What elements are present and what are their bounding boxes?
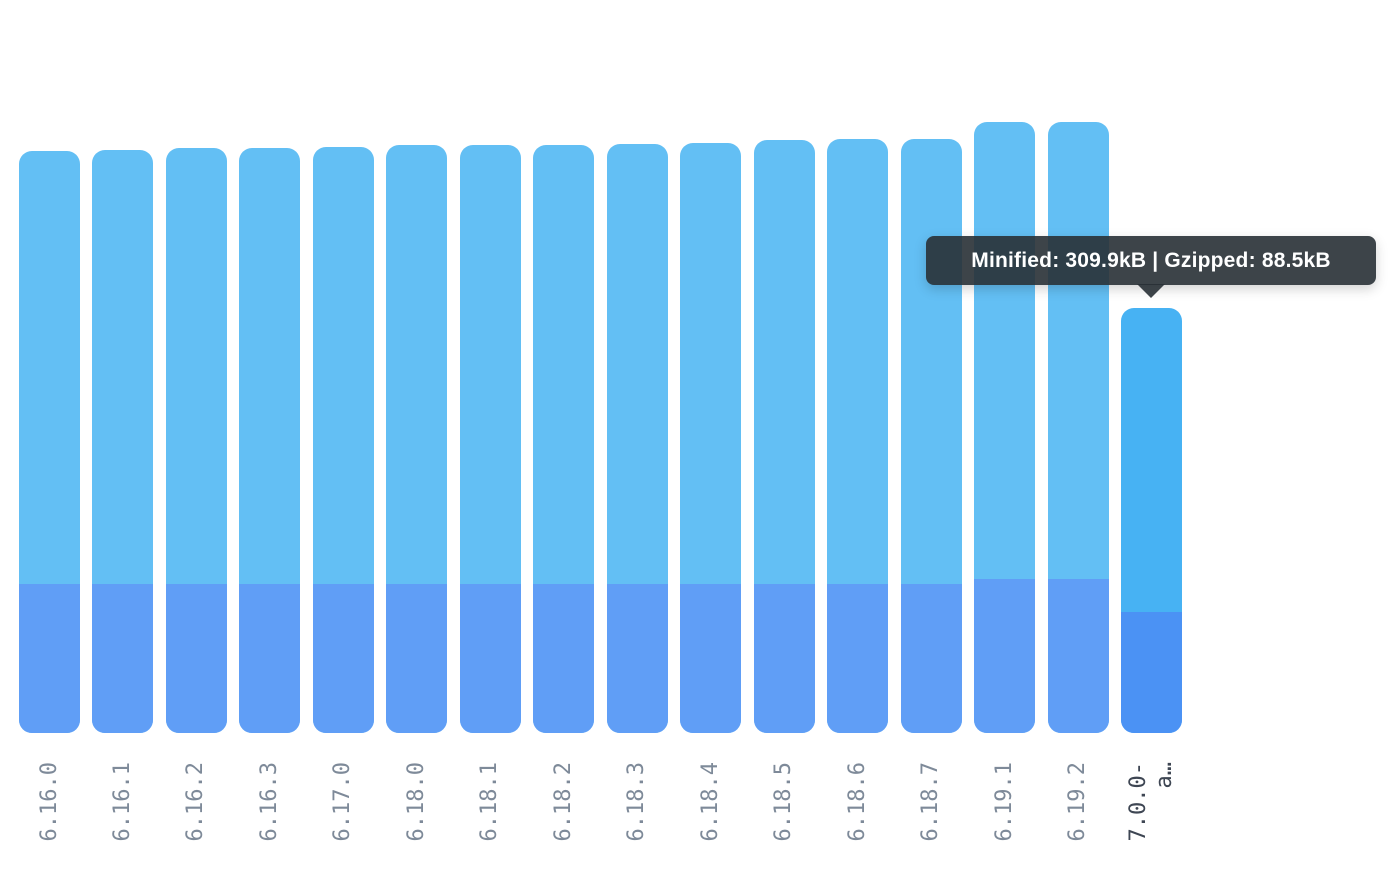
- tooltip-text: Minified: 309.9kB | Gzipped: 88.5kB: [971, 248, 1331, 272]
- bar-6.16.3[interactable]: [239, 147, 301, 733]
- x-label-6.18.0: 6.18.0: [403, 762, 429, 842]
- bar-6.19.2[interactable]: [1047, 122, 1109, 733]
- x-label-6.16.3: 6.16.3: [256, 762, 282, 842]
- bar-6.16.2[interactable]: [165, 147, 227, 733]
- bar-6.18.0[interactable]: [386, 144, 448, 733]
- gzipped-segment: [606, 583, 668, 733]
- x-label-6.16.0: 6.16.0: [36, 762, 62, 842]
- x-label-6.18.4: 6.18.4: [697, 762, 723, 842]
- bar-6.18.1[interactable]: [459, 144, 521, 733]
- bar-6.18.3[interactable]: [606, 143, 668, 733]
- x-label-6.18.2: 6.18.2: [550, 762, 576, 842]
- gzipped-segment: [165, 583, 227, 733]
- bar-6.17.0[interactable]: [312, 146, 374, 733]
- bar-6.18.2[interactable]: [533, 144, 595, 733]
- x-label-6.18.6: 6.18.6: [844, 762, 870, 842]
- bar-6.18.4[interactable]: [680, 143, 742, 733]
- gzipped-segment: [1047, 578, 1109, 733]
- gzipped-segment: [19, 583, 80, 733]
- bar-6.18.6[interactable]: [827, 139, 889, 733]
- gzipped-segment: [753, 583, 815, 733]
- x-label-6.16.1: 6.16.1: [109, 762, 135, 842]
- x-label-6.18.5: 6.18.5: [771, 762, 797, 842]
- x-label-6.18.1: 6.18.1: [477, 762, 503, 842]
- bar-6.16.1[interactable]: [92, 150, 154, 733]
- gzipped-segment: [459, 583, 521, 733]
- gzipped-segment: [827, 583, 889, 733]
- bar-7.0.0-a…[interactable]: [1121, 308, 1183, 733]
- x-label-6.18.7: 6.18.7: [918, 762, 944, 842]
- tooltip-caret-icon: [1137, 284, 1165, 298]
- gzipped-segment: [92, 583, 154, 733]
- gzipped-segment: [900, 583, 962, 733]
- bar-6.18.7[interactable]: [900, 139, 962, 733]
- bar-6.19.1[interactable]: [974, 122, 1036, 733]
- gzipped-segment: [974, 578, 1036, 733]
- x-label-6.19.1: 6.19.1: [991, 762, 1017, 842]
- bar-6.18.5[interactable]: [753, 140, 815, 733]
- x-label-6.18.3: 6.18.3: [624, 762, 650, 842]
- gzipped-segment: [680, 583, 742, 733]
- gzipped-segment: [1121, 611, 1183, 733]
- bar-6.16.0[interactable]: [19, 150, 80, 733]
- gzipped-segment: [239, 583, 301, 733]
- x-label-6.17.0: 6.17.0: [330, 762, 356, 842]
- gzipped-segment: [386, 583, 448, 733]
- x-label-7.0.0-a…: 7.0.0- a…: [1125, 762, 1177, 842]
- gzipped-segment: [533, 583, 595, 733]
- size-tooltip: Minified: 309.9kB | Gzipped: 88.5kB: [926, 236, 1376, 298]
- gzipped-segment: [312, 583, 374, 733]
- x-label-6.16.2: 6.16.2: [183, 762, 209, 842]
